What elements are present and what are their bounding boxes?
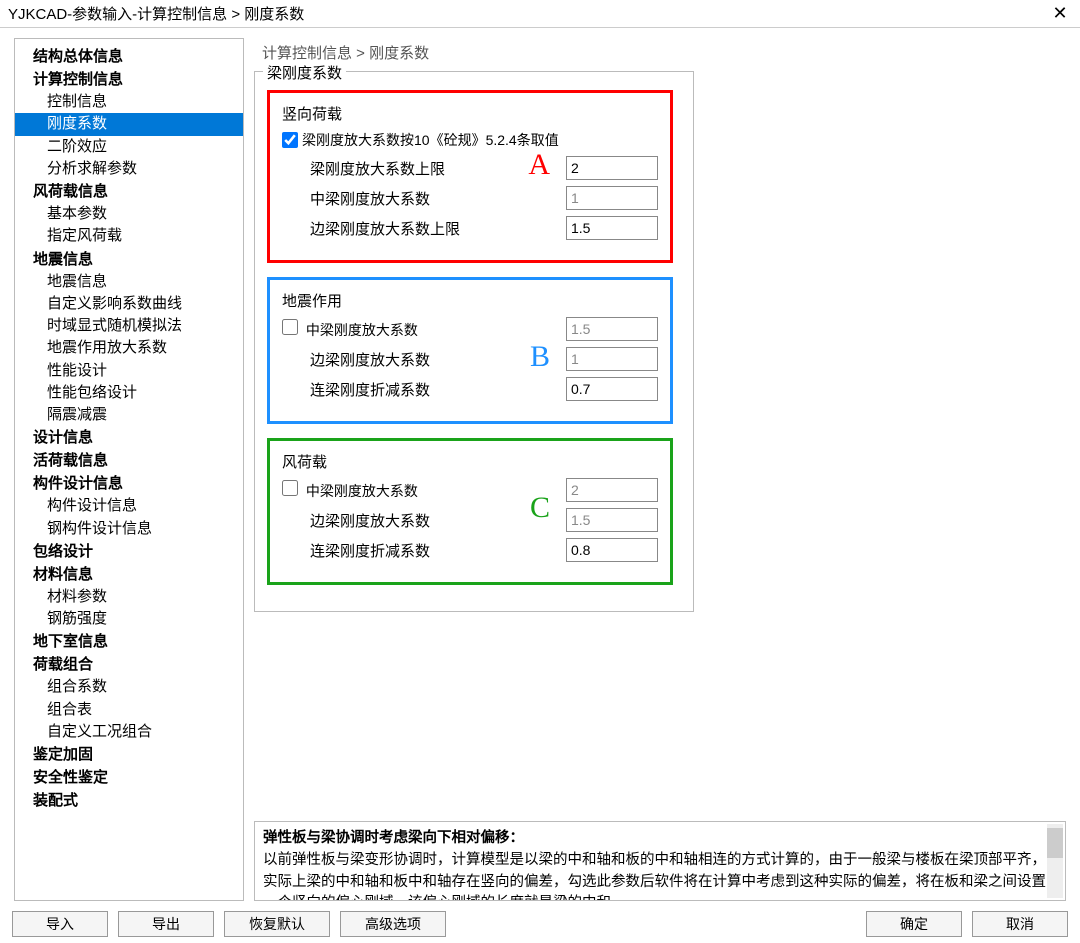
panel-letter-c: C [530,491,550,525]
tree-group[interactable]: 风荷载信息 [15,180,243,203]
panel-legend: 风荷载 [282,451,658,472]
tree-group[interactable]: 活荷载信息 [15,449,243,472]
tree-item[interactable]: 刚度系数 [15,113,243,135]
field-label: 梁刚度放大系数上限 [282,158,482,179]
field-label: 连梁刚度折减系数 [282,540,482,561]
tree-item[interactable]: 构件设计信息 [15,495,243,517]
group-legend: 梁刚度系数 [263,62,346,83]
scrollbar[interactable] [1047,824,1063,898]
value-input[interactable] [566,347,658,371]
help-body: 以前弹性板与梁变形协调时，计算模型是以梁的中和轴和板的中和轴相连的方式计算的，由… [263,852,1046,901]
tree-group[interactable]: 安全性鉴定 [15,766,243,789]
tree-item[interactable]: 控制信息 [15,91,243,113]
scrollbar-thumb[interactable] [1047,828,1063,858]
tree-item[interactable]: 二阶效应 [15,136,243,158]
close-icon[interactable]: ✕ [1040,0,1080,28]
cancel-button[interactable]: 取消 [972,911,1068,937]
checkbox-label[interactable]: 中梁刚度放大系数 [306,483,418,499]
tree-item[interactable]: 材料参数 [15,586,243,608]
value-input[interactable] [566,508,658,532]
tree-item[interactable]: 地震作用放大系数 [15,337,243,359]
tree-group[interactable]: 结构总体信息 [15,45,243,68]
checkbox-label[interactable]: 梁刚度放大系数按10《砼规》5.2.4条取值 [302,130,559,150]
value-input[interactable] [566,216,658,240]
tree-item[interactable]: 自定义影响系数曲线 [15,293,243,315]
checkbox-label[interactable]: 中梁刚度放大系数 [306,322,418,338]
panel-letter-b: B [530,340,550,374]
panel-vertical-load: 竖向荷载 梁刚度放大系数按10《砼规》5.2.4条取值 梁刚度放大系数上限中梁刚… [267,90,673,263]
tree-item[interactable]: 分析求解参数 [15,158,243,180]
export-button[interactable]: 导出 [118,911,214,937]
panel-letter-a: A [528,148,550,182]
advanced-options-button[interactable]: 高级选项 [340,911,446,937]
tree-item[interactable]: 钢筋强度 [15,608,243,630]
field-label: 连梁刚度折减系数 [282,379,482,400]
tree-item[interactable]: 隔震减震 [15,404,243,426]
tree-group[interactable]: 构件设计信息 [15,472,243,495]
value-input[interactable] [566,186,658,210]
tree-item[interactable]: 时域显式随机模拟法 [15,315,243,337]
footer: 导入 导出 恢复默认 高级选项 确定 取消 [0,905,1080,943]
panel-legend: 地震作用 [282,290,658,311]
import-button[interactable]: 导入 [12,911,108,937]
panel-legend: 竖向荷载 [282,103,658,124]
restore-defaults-button[interactable]: 恢复默认 [224,911,330,937]
tree-group[interactable]: 计算控制信息 [15,68,243,91]
field-label: 边梁刚度放大系数 [282,349,482,370]
tree-item[interactable]: 基本参数 [15,203,243,225]
ok-button[interactable]: 确定 [866,911,962,937]
nav-tree: 结构总体信息计算控制信息控制信息刚度系数二阶效应分析求解参数风荷载信息基本参数指… [14,38,244,901]
titlebar: YJKCAD-参数输入-计算控制信息 > 刚度系数 ✕ [0,0,1080,28]
tree-group[interactable]: 地震信息 [15,248,243,271]
tree-group[interactable]: 荷载组合 [15,653,243,676]
field-label: 边梁刚度放大系数上限 [282,218,482,239]
tree-item[interactable]: 性能设计 [15,360,243,382]
checkbox-mid-beam-c[interactable] [282,480,298,496]
value-input[interactable] [566,317,658,341]
tree-group[interactable]: 地下室信息 [15,630,243,653]
checkbox-beam-amp-spec[interactable] [282,132,298,148]
tree-item[interactable]: 性能包络设计 [15,382,243,404]
panel-seismic: 地震作用 中梁刚度放大系数 边梁刚度放大系数连梁刚度折减系数 B [267,277,673,424]
field-label: 中梁刚度放大系数 [282,188,482,209]
value-input[interactable] [566,377,658,401]
help-panel: 弹性板与梁协调时考虑梁向下相对偏移： 以前弹性板与梁变形协调时，计算模型是以梁的… [254,821,1066,901]
window-title: YJKCAD-参数输入-计算控制信息 > 刚度系数 [8,3,304,24]
breadcrumb: 计算控制信息 > 刚度系数 [254,38,1066,67]
tree-item[interactable]: 组合表 [15,699,243,721]
checkbox-mid-beam-b[interactable] [282,319,298,335]
tree-group[interactable]: 鉴定加固 [15,743,243,766]
tree-item[interactable]: 自定义工况组合 [15,721,243,743]
beam-stiffness-group: 梁刚度系数 竖向荷载 梁刚度放大系数按10《砼规》5.2.4条取值 梁刚度放大系… [254,71,694,612]
tree-item[interactable]: 指定风荷载 [15,225,243,247]
tree-item[interactable]: 地震信息 [15,271,243,293]
tree-item[interactable]: 组合系数 [15,676,243,698]
tree-group[interactable]: 装配式 [15,789,243,812]
value-input[interactable] [566,156,658,180]
tree-group[interactable]: 设计信息 [15,426,243,449]
value-input[interactable] [566,538,658,562]
tree-group[interactable]: 包络设计 [15,540,243,563]
panel-wind: 风荷载 中梁刚度放大系数 边梁刚度放大系数连梁刚度折减系数 C [267,438,673,585]
help-title: 弹性板与梁协调时考虑梁向下相对偏移： [263,830,524,846]
value-input[interactable] [566,478,658,502]
tree-item[interactable]: 钢构件设计信息 [15,518,243,540]
tree-group[interactable]: 材料信息 [15,563,243,586]
field-label: 边梁刚度放大系数 [282,510,482,531]
